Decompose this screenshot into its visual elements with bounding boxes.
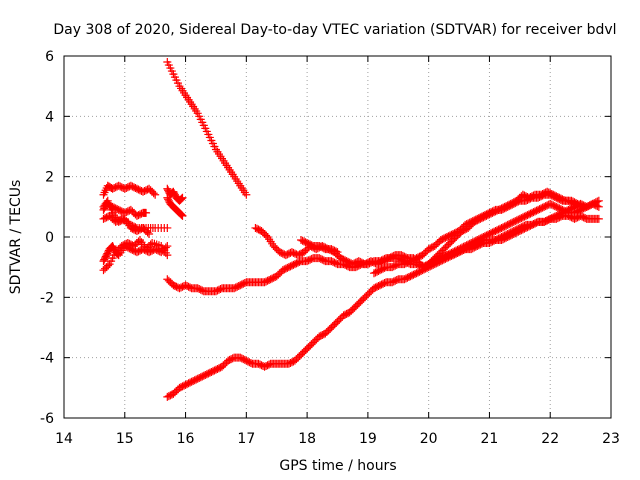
data-point — [594, 214, 603, 223]
data-point — [145, 229, 154, 238]
data-point — [333, 248, 342, 257]
data-point — [176, 195, 185, 204]
data-point — [594, 202, 603, 211]
data-point — [163, 223, 172, 232]
y-tick-label: -4 — [40, 351, 54, 367]
x-tick-label: 23 — [602, 431, 620, 447]
data-point — [242, 190, 251, 199]
series-early-a — [99, 181, 160, 199]
x-tick-label: 21 — [481, 431, 499, 447]
data-point — [331, 247, 340, 256]
data-point — [593, 202, 602, 211]
data-point — [176, 210, 185, 219]
grid-lines — [64, 56, 611, 418]
data-point — [178, 211, 187, 220]
axis-ticks: 14 15 16 17 18 19 20 21 22 23 -6 -4 -2 0 2 4 6 — [40, 49, 620, 447]
x-tick-label: 19 — [359, 431, 377, 447]
plot-frame — [63, 55, 612, 419]
x-tick-label: 16 — [177, 431, 195, 447]
x-tick-label: 18 — [298, 431, 316, 447]
y-tick-label: 4 — [45, 109, 54, 125]
x-tick-label: 20 — [420, 431, 438, 447]
data-markers — [99, 58, 603, 401]
data-point — [143, 228, 152, 237]
y-tick-label: 6 — [45, 49, 54, 65]
y-tick-label: 0 — [45, 230, 54, 246]
chart-title: Day 308 of 2020, Sidereal Day-to-day VTE… — [53, 22, 616, 38]
series-bump — [297, 236, 342, 257]
series-short-b — [163, 193, 187, 220]
x-axis-label: GPS time / hours — [279, 458, 396, 474]
series-short-a — [163, 184, 187, 205]
x-tick-label: 15 — [116, 431, 134, 447]
y-tick-label: -6 — [40, 411, 54, 427]
series-rising — [163, 211, 603, 401]
y-tick-label: -2 — [40, 290, 54, 306]
series-early-f — [99, 196, 154, 238]
x-tick-label: 17 — [237, 431, 255, 447]
x-tick-label: 22 — [541, 431, 559, 447]
data-point — [163, 251, 172, 260]
data-point — [149, 189, 158, 198]
data-point — [142, 208, 151, 217]
series-descending — [163, 58, 251, 199]
x-tick-label: 14 — [55, 431, 73, 447]
data-point — [104, 261, 113, 270]
data-point — [177, 211, 186, 220]
series-lower-late — [424, 199, 603, 269]
y-axis-label: SDTVAR / TECUs — [8, 180, 24, 295]
series-early-e — [99, 236, 172, 275]
y-tick-label: 2 — [45, 170, 54, 186]
data-point — [178, 193, 187, 202]
data-point — [151, 190, 160, 199]
data-point — [177, 194, 186, 203]
